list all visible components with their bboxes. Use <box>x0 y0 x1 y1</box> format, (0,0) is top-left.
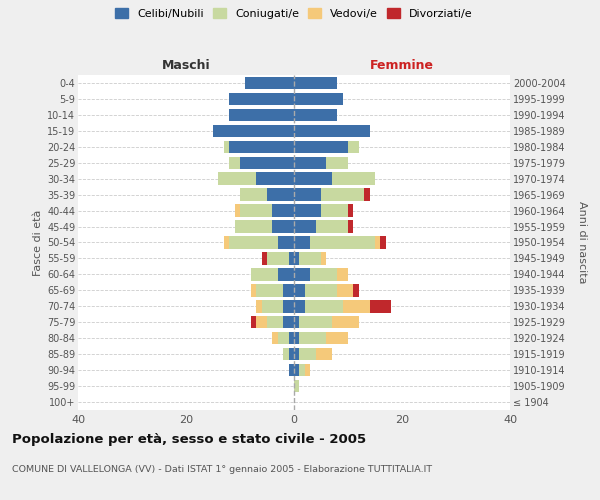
Bar <box>251 268 278 280</box>
Bar <box>294 172 332 185</box>
Bar <box>294 300 305 312</box>
Bar <box>289 332 294 344</box>
Bar <box>332 172 375 185</box>
Bar <box>321 204 348 217</box>
Bar <box>256 284 283 296</box>
Bar <box>235 204 240 217</box>
Bar <box>305 284 337 296</box>
Bar <box>332 316 359 328</box>
Bar <box>305 364 310 376</box>
Bar <box>240 156 294 169</box>
Bar <box>364 188 370 201</box>
Bar <box>267 316 283 328</box>
Bar <box>294 156 326 169</box>
Bar <box>294 188 321 201</box>
Bar <box>326 332 348 344</box>
Bar <box>294 284 305 296</box>
Bar <box>278 268 294 280</box>
Bar <box>272 332 278 344</box>
Bar <box>283 316 294 328</box>
Bar <box>218 172 256 185</box>
Bar <box>294 380 299 392</box>
Bar <box>375 236 380 248</box>
Bar <box>267 188 294 201</box>
Bar <box>310 236 375 248</box>
Bar <box>294 236 310 248</box>
Bar <box>240 188 267 201</box>
Bar <box>294 220 316 233</box>
Bar <box>262 252 267 264</box>
Bar <box>229 156 240 169</box>
Bar <box>343 300 370 312</box>
Bar <box>256 172 294 185</box>
Bar <box>283 348 289 360</box>
Bar <box>348 204 353 217</box>
Bar <box>294 348 299 360</box>
Bar <box>294 108 337 121</box>
Bar <box>289 348 294 360</box>
Bar <box>229 92 294 105</box>
Bar <box>294 268 310 280</box>
Bar <box>245 77 294 89</box>
Y-axis label: Anni di nascita: Anni di nascita <box>577 201 587 284</box>
Bar <box>229 108 294 121</box>
Bar <box>294 316 299 328</box>
Bar <box>294 364 299 376</box>
Bar <box>310 268 337 280</box>
Bar <box>380 236 386 248</box>
Bar <box>267 252 289 264</box>
Bar <box>299 348 316 360</box>
Bar <box>370 300 391 312</box>
Bar <box>316 348 332 360</box>
Bar <box>283 300 294 312</box>
Bar <box>294 140 348 153</box>
Bar <box>348 220 353 233</box>
Legend: Celibi/Nubili, Coniugati/e, Vedovi/e, Divorziati/e: Celibi/Nubili, Coniugati/e, Vedovi/e, Di… <box>113 6 475 21</box>
Bar <box>251 284 256 296</box>
Bar <box>321 188 364 201</box>
Bar <box>224 140 229 153</box>
Bar <box>294 204 321 217</box>
Bar <box>294 332 299 344</box>
Bar <box>348 140 359 153</box>
Bar <box>321 252 326 264</box>
Bar <box>326 156 348 169</box>
Bar <box>224 236 229 248</box>
Bar <box>305 300 343 312</box>
Bar <box>272 220 294 233</box>
Bar <box>272 204 294 217</box>
Bar <box>240 204 272 217</box>
Bar <box>299 364 305 376</box>
Bar <box>213 124 294 137</box>
Text: Popolazione per età, sesso e stato civile - 2005: Popolazione per età, sesso e stato civil… <box>12 432 366 446</box>
Bar <box>278 236 294 248</box>
Bar <box>289 252 294 264</box>
Text: Maschi: Maschi <box>161 60 211 72</box>
Bar <box>251 316 256 328</box>
Bar <box>256 300 262 312</box>
Bar <box>289 364 294 376</box>
Bar <box>294 92 343 105</box>
Bar <box>256 316 267 328</box>
Text: COMUNE DI VALLELONGA (VV) - Dati ISTAT 1° gennaio 2005 - Elaborazione TUTTITALIA: COMUNE DI VALLELONGA (VV) - Dati ISTAT 1… <box>12 466 432 474</box>
Bar <box>262 300 283 312</box>
Bar <box>283 284 294 296</box>
Bar <box>316 220 348 233</box>
Bar <box>229 236 278 248</box>
Bar <box>299 316 332 328</box>
Bar <box>235 220 272 233</box>
Bar <box>278 332 289 344</box>
Bar <box>294 77 337 89</box>
Bar <box>299 252 321 264</box>
Bar <box>337 284 353 296</box>
Text: Femmine: Femmine <box>370 60 434 72</box>
Bar <box>294 252 299 264</box>
Bar <box>299 332 326 344</box>
Bar <box>294 124 370 137</box>
Bar <box>337 268 348 280</box>
Bar <box>229 140 294 153</box>
Bar <box>353 284 359 296</box>
Y-axis label: Fasce di età: Fasce di età <box>32 210 43 276</box>
